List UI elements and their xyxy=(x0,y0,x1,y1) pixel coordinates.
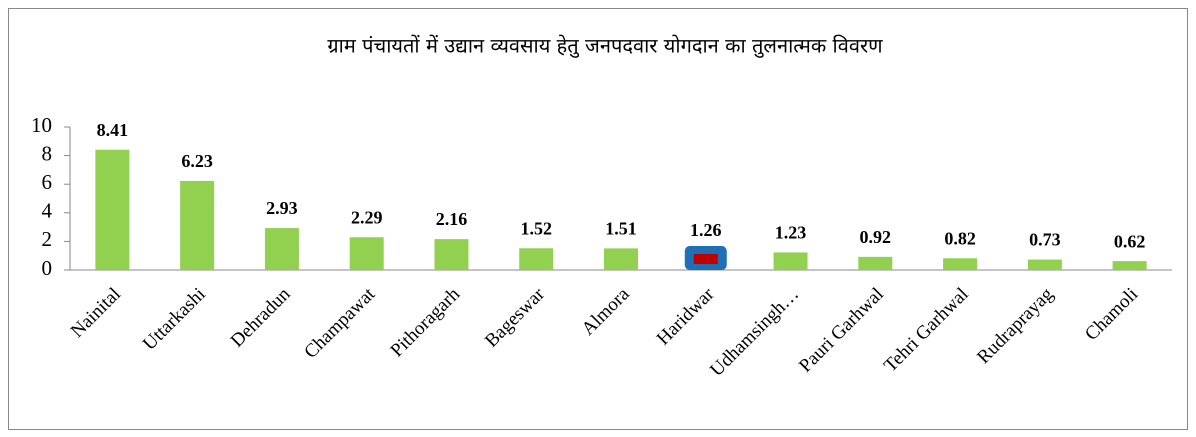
y-tick-label: 2 xyxy=(42,227,53,251)
bar xyxy=(180,180,215,270)
data-label: 0.73 xyxy=(1029,230,1061,250)
bar xyxy=(264,228,299,270)
chart-title: ग्राम पंचायतों में उद्यान व्यवसाय हेतु ज… xyxy=(327,34,883,59)
data-label: 2.29 xyxy=(351,207,383,227)
bar xyxy=(1027,259,1062,270)
data-label: 0.62 xyxy=(1114,231,1146,251)
data-label: 2.93 xyxy=(266,198,298,218)
bar xyxy=(1112,261,1147,270)
data-label: 1.26 xyxy=(690,220,722,240)
bar xyxy=(604,248,638,270)
data-label: 1.23 xyxy=(775,223,807,243)
y-tick-label: 6 xyxy=(42,170,53,194)
y-tick-label: 10 xyxy=(31,113,52,137)
data-label: 1.51 xyxy=(605,219,637,239)
data-label: 0.92 xyxy=(860,227,892,247)
data-label: 8.41 xyxy=(97,120,129,140)
bar-highlight xyxy=(693,253,718,264)
bar xyxy=(858,256,893,270)
data-label: 2.16 xyxy=(436,209,468,229)
bar xyxy=(95,149,130,270)
data-label: 6.23 xyxy=(181,151,213,171)
bar xyxy=(943,258,978,270)
y-tick-label: 8 xyxy=(42,141,53,165)
y-tick-label: 4 xyxy=(42,199,53,223)
y-tick-label: 0 xyxy=(42,256,53,280)
bar xyxy=(519,248,554,270)
bar xyxy=(773,252,808,270)
bar xyxy=(434,239,469,270)
data-label: 1.52 xyxy=(520,218,552,238)
data-label: 0.82 xyxy=(944,228,976,248)
bar xyxy=(349,237,384,270)
